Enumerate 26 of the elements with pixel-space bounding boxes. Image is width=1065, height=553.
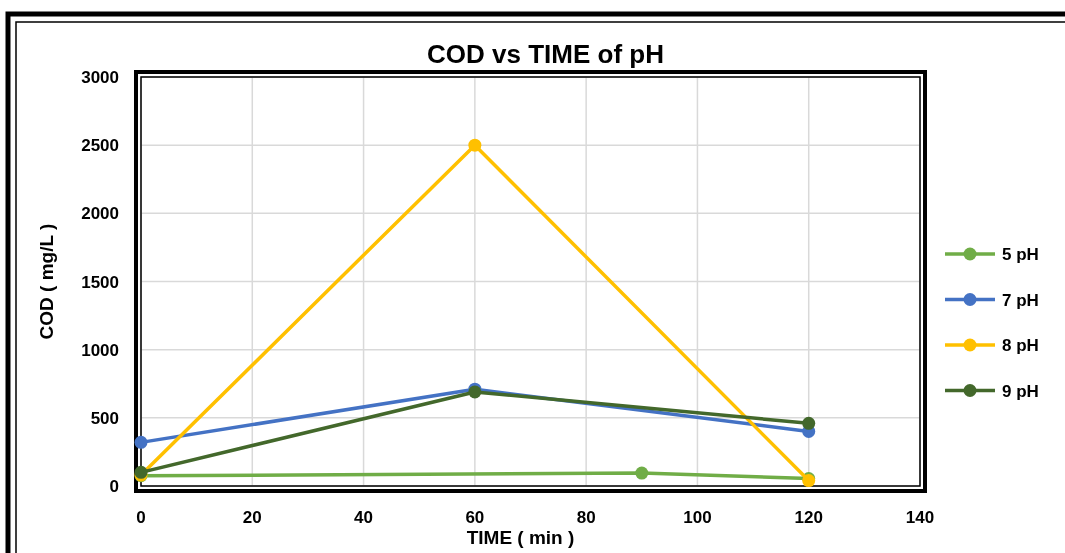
x-axis-title: TIME ( min ) (466, 527, 575, 548)
y-tick-label: 3000 (81, 68, 119, 87)
x-tick-label: 80 (576, 508, 596, 527)
x-tick-label: 0 (136, 508, 146, 527)
x-tick-label: 120 (794, 508, 823, 527)
y-tick-label: 2500 (81, 136, 119, 156)
y-tick-label: 1000 (81, 340, 119, 360)
x-tick-label: 40 (354, 508, 374, 527)
point (635, 466, 649, 480)
x-tick-label: 140 (905, 508, 935, 527)
legend-label: 9 pH (1002, 381, 1039, 401)
chart-title: COD vs TIME of pH (427, 39, 664, 69)
y-axis-title: COD ( mg/L ) (36, 223, 57, 340)
point (468, 138, 482, 152)
y-tick-label: 1500 (81, 272, 119, 292)
y-tick-label: 0 (109, 477, 119, 496)
x-tick-label: 20 (242, 508, 262, 527)
point (802, 416, 816, 430)
legend-label: 8 pH (1002, 336, 1039, 355)
x-tick-label: 100 (683, 508, 712, 527)
legend-label: 5 pH (1002, 245, 1039, 264)
x-tick-label: 60 (465, 508, 485, 527)
y-tick-label: 500 (90, 408, 119, 428)
point (134, 435, 148, 449)
legend-label: 7 pH (1002, 290, 1039, 310)
y-tick-label: 2000 (81, 204, 119, 224)
